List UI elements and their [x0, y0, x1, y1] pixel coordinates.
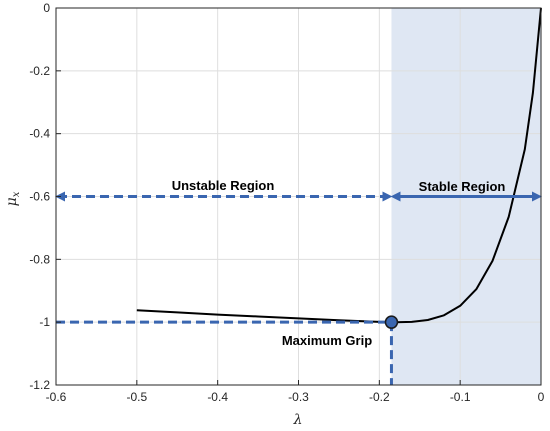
y-axis-label: μx: [4, 191, 22, 206]
maximum-grip-point: [384, 315, 399, 329]
x-tick-label: -0.1: [450, 390, 471, 404]
unstable-region-label: Unstable Region: [172, 178, 275, 193]
x-tick-label: -0.3: [288, 390, 309, 404]
y-tick-label: -0.8: [29, 252, 50, 266]
x-tick-label: -0.6: [46, 390, 67, 404]
x-axis-label: λ: [293, 412, 303, 428]
y-axis-label-subscript: x: [11, 191, 22, 197]
x-tick-label: -0.5: [126, 390, 147, 404]
y-tick-label: -1.2: [29, 378, 50, 392]
x-tick-label: -0.2: [369, 390, 390, 404]
y-tick-label: -1: [39, 315, 50, 329]
stable-region-label: Stable Region: [419, 179, 506, 194]
friction-curve: [136, 7, 542, 324]
y-tick-label: 0: [43, 1, 50, 15]
x-tick-label: 0: [538, 390, 545, 404]
maximum-grip-label: Maximum Grip: [282, 333, 372, 348]
y-tick-label: -0.2: [29, 64, 50, 78]
y-tick-label: -0.6: [29, 190, 50, 204]
x-tick-label: -0.4: [207, 390, 228, 404]
y-axis-label-main: μ: [4, 197, 20, 206]
y-tick-label: -0.4: [29, 127, 50, 141]
